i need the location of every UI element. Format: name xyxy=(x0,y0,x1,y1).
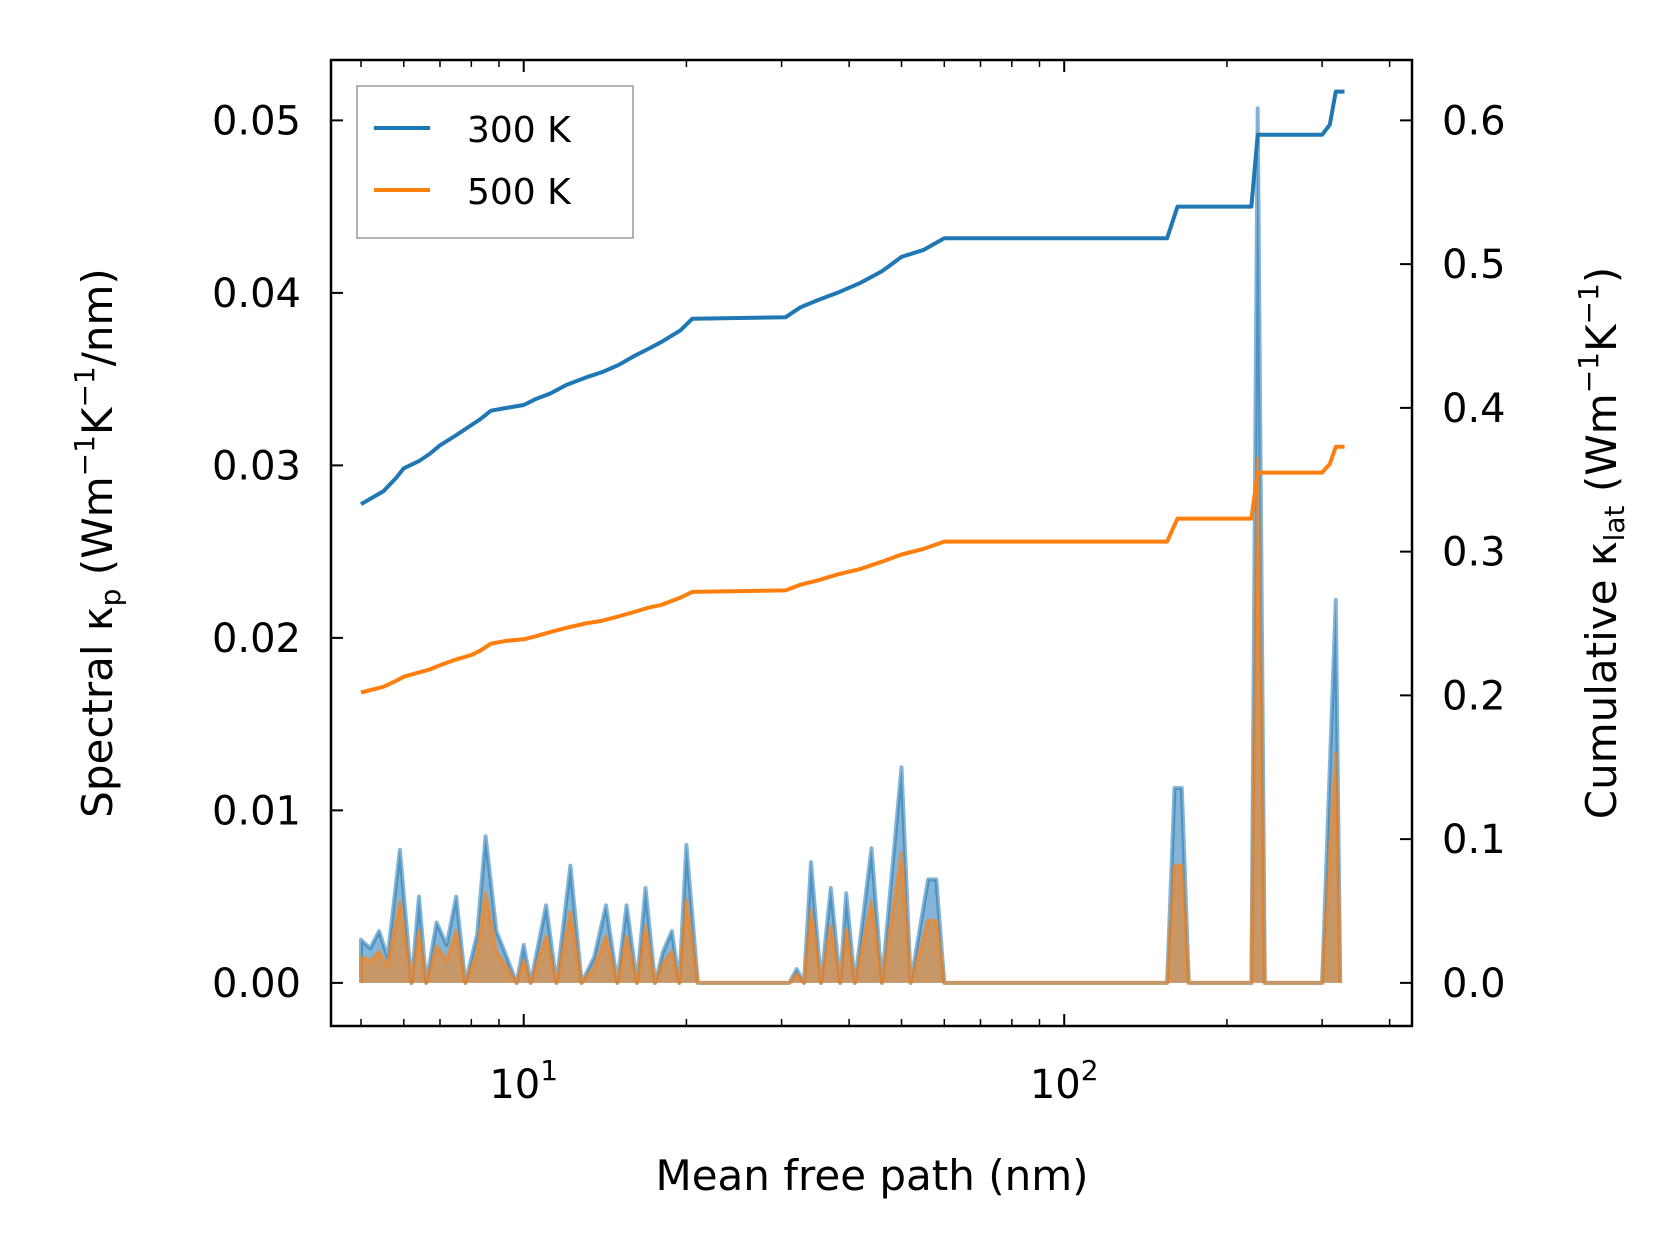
y-right-tick-label: 0.0 xyxy=(1442,961,1506,1007)
legend-label-500k: 500 K xyxy=(467,172,572,213)
y-right-tick-label: 0.3 xyxy=(1442,530,1506,576)
y-right-tick-label: 0.6 xyxy=(1442,98,1506,144)
cumulative-line-layer xyxy=(360,89,1345,695)
x-tick-label: 102 xyxy=(1030,1054,1099,1108)
legend: 300 K 500 K xyxy=(356,85,634,239)
legend-box xyxy=(356,85,634,239)
y-right-tick-label: 0.2 xyxy=(1442,673,1506,719)
y-left-tick-label: 0.00 xyxy=(212,961,301,1007)
y-left-tick-label: 0.04 xyxy=(212,271,301,317)
plot-frame xyxy=(329,58,1414,1028)
tick-layer: 0.00 0.01 0.02 0.03 0.04 0.05 0.0 0.1 0.2 0.3 0.4 0… xyxy=(212,60,1506,1108)
y-left-tick-label: 0.03 xyxy=(212,443,301,489)
spectral-area-layer xyxy=(359,106,1343,985)
cumulative-line-300k xyxy=(360,89,1345,506)
x-tick-label: 101 xyxy=(489,1054,558,1108)
cumulative-line-500k xyxy=(360,444,1345,695)
y-left-tick-label: 0.05 xyxy=(212,98,301,144)
x-axis-label: Mean free path (nm) xyxy=(655,1151,1088,1200)
y-right-tick-label: 0.5 xyxy=(1442,242,1506,288)
y-axis-left-label: Spectral κp (Wm−1K−1/nm) xyxy=(68,268,127,818)
legend-label-300k: 300 K xyxy=(467,110,572,151)
spectral-line-500k xyxy=(359,456,1343,985)
y-axis-right-label: Cumulative κlat (Wm−1K−1) xyxy=(1572,267,1631,819)
y-left-tick-label: 0.02 xyxy=(212,616,301,662)
y-right-tick-label: 0.4 xyxy=(1442,386,1506,432)
y-left-tick-label: 0.01 xyxy=(212,788,301,834)
y-right-tick-label: 0.1 xyxy=(1442,817,1506,863)
